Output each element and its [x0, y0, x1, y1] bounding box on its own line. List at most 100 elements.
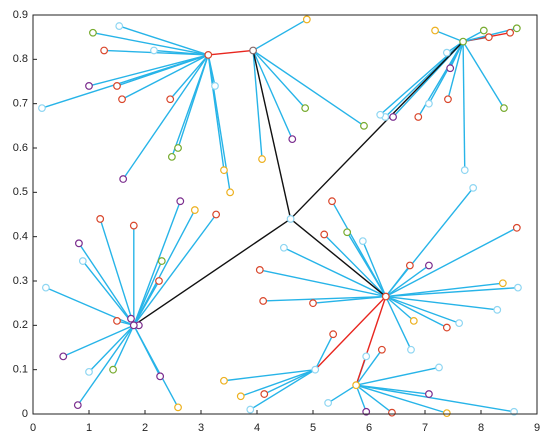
link: [385, 295, 415, 322]
link: [177, 54, 209, 149]
link: [355, 384, 393, 414]
member-node: [431, 26, 439, 35]
link: [263, 369, 316, 395]
x-tick-label: 9: [534, 422, 540, 434]
link: [88, 324, 135, 373]
backbone-link: [133, 218, 291, 326]
member-node: [73, 401, 82, 410]
member-node: [435, 363, 443, 372]
member-node: [157, 257, 166, 265]
member-node: [500, 104, 508, 112]
head-node: [204, 51, 213, 59]
link: [355, 366, 440, 386]
member-node: [288, 135, 297, 144]
link: [362, 240, 387, 297]
member-node: [78, 257, 87, 265]
link: [356, 384, 515, 413]
member-node: [255, 266, 264, 274]
member-node: [190, 206, 199, 214]
x-tick-label: 5: [310, 422, 316, 434]
y-tick-label: 0.3: [13, 275, 28, 287]
member-node: [444, 95, 452, 104]
member-node: [512, 223, 521, 232]
member-node: [493, 305, 502, 314]
link: [119, 25, 209, 56]
member-node: [329, 330, 338, 339]
member-node: [309, 299, 317, 308]
link: [355, 384, 448, 414]
y-tick-label: 0.4: [13, 231, 28, 243]
y-tick-label: 0.9: [13, 9, 28, 21]
member-node: [358, 237, 367, 246]
member-node: [220, 376, 228, 385]
link: [385, 264, 430, 298]
link: [223, 368, 316, 382]
x-tick-label: 6: [366, 422, 372, 434]
member-node: [302, 15, 311, 24]
link: [385, 296, 412, 351]
head-node: [352, 381, 361, 390]
member-node: [510, 407, 518, 416]
member-node: [324, 399, 333, 407]
x-tick-label: 3: [198, 422, 204, 434]
link: [252, 50, 293, 140]
member-node: [166, 95, 175, 104]
member-node: [460, 166, 469, 175]
member-node: [389, 113, 397, 121]
backbone-link: [290, 218, 387, 298]
link: [346, 231, 387, 297]
member-node: [176, 197, 185, 206]
backbone-link: [314, 296, 387, 371]
member-node: [328, 197, 336, 206]
x-tick-label: 1: [86, 422, 92, 434]
y-tick-label: 0.1: [13, 364, 28, 376]
link: [314, 333, 334, 370]
member-node: [85, 82, 93, 90]
member-node: [425, 99, 433, 108]
member-node: [514, 283, 522, 292]
link: [252, 50, 263, 160]
link: [133, 325, 179, 408]
y-tick-label: 0.8: [13, 53, 28, 65]
member-node: [343, 228, 352, 237]
link: [252, 49, 306, 109]
backbone-link: [355, 296, 387, 386]
link: [62, 324, 135, 358]
x-tick-label: 2: [142, 422, 148, 434]
member-node: [446, 64, 455, 73]
member-node: [75, 239, 83, 248]
link: [78, 242, 135, 326]
x-tick-label: 0: [30, 422, 36, 434]
link: [385, 286, 519, 298]
member-node: [407, 345, 415, 354]
x-tick-label: 7: [422, 422, 428, 434]
member-node: [113, 82, 121, 90]
link: [434, 29, 464, 43]
member-node: [156, 372, 165, 381]
member-node: [360, 121, 368, 130]
link: [385, 295, 448, 329]
member-node: [236, 392, 245, 401]
member-node: [246, 405, 255, 414]
link: [133, 200, 181, 326]
y-tick-label: 0: [22, 408, 28, 420]
backbone-link: [252, 50, 292, 220]
member-node: [167, 152, 176, 161]
member-node: [41, 283, 50, 292]
link: [122, 54, 209, 180]
link: [259, 269, 386, 298]
member-node: [388, 408, 396, 417]
head-node: [129, 321, 138, 330]
member-node: [100, 46, 109, 55]
link: [385, 265, 411, 297]
link: [447, 41, 464, 100]
head-node: [311, 365, 320, 374]
member-node: [425, 261, 433, 270]
member-node: [127, 314, 135, 323]
member-node: [174, 403, 182, 412]
member-node: [484, 33, 493, 42]
link: [385, 295, 498, 311]
link: [88, 54, 209, 87]
member-node: [129, 221, 138, 230]
member-node: [174, 144, 182, 152]
